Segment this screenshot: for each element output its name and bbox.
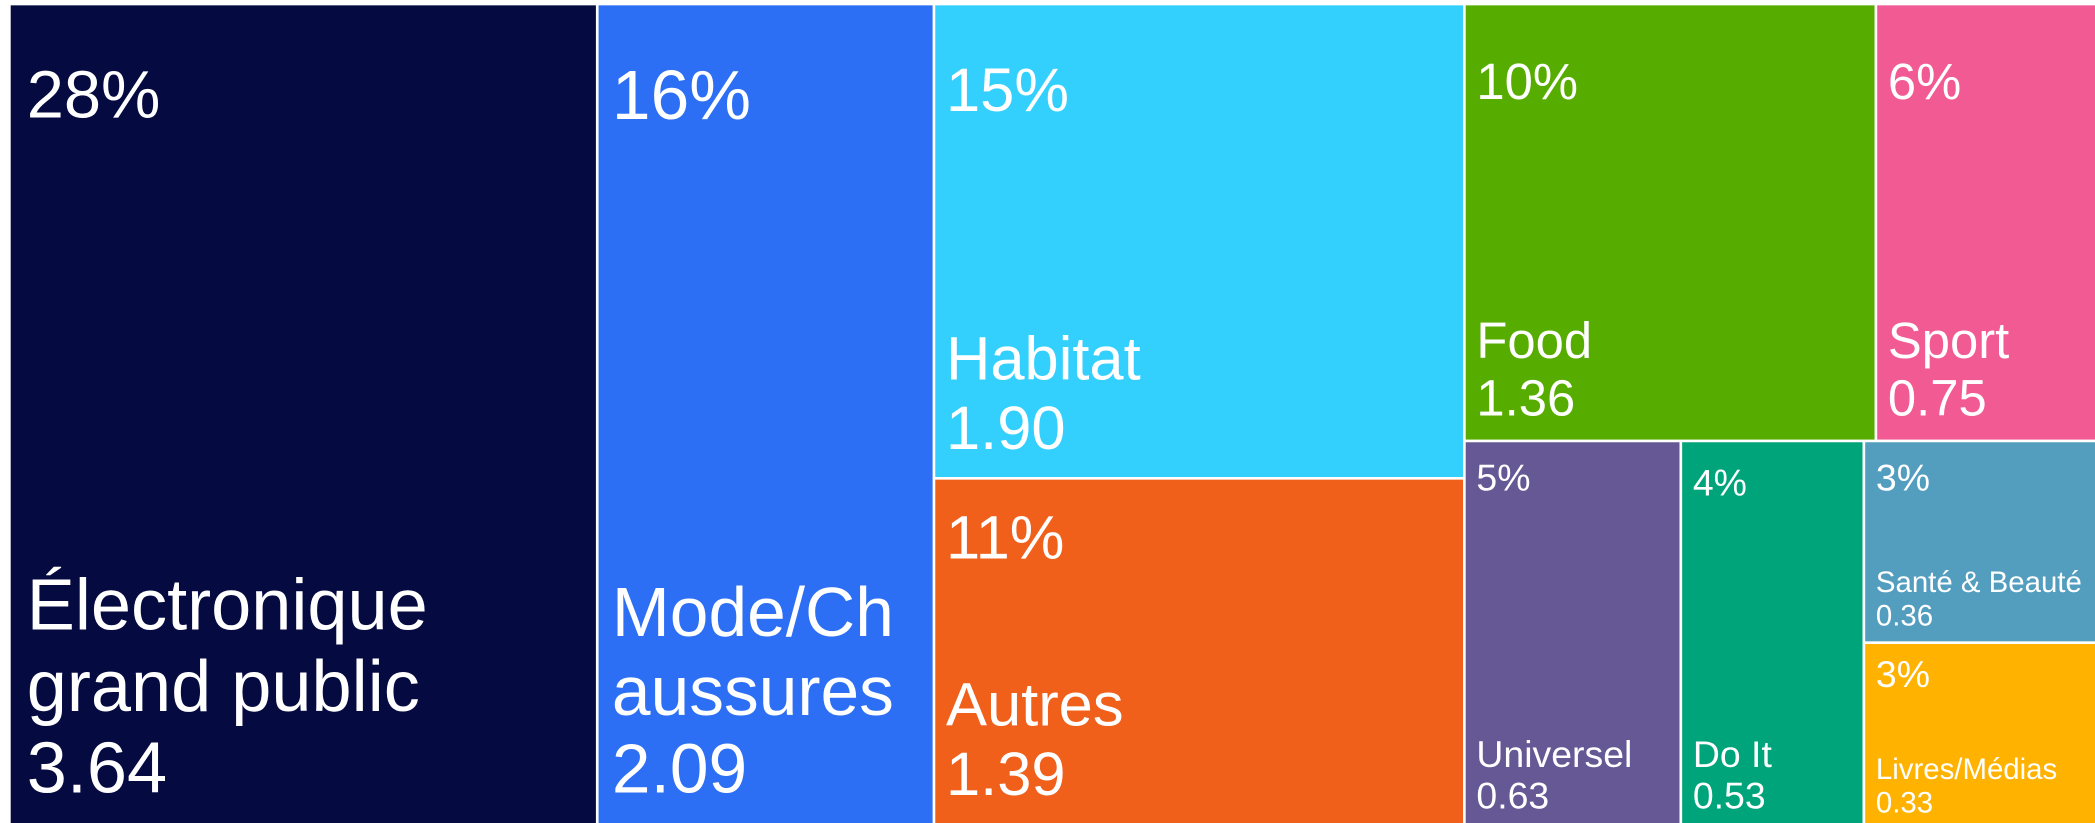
tile: 10% Food 1.36 bbox=[1465, 5, 1875, 440]
value-label: 1.39 bbox=[945, 738, 1066, 809]
tile-label: Habitat 1.90 bbox=[945, 323, 1455, 464]
tile-label: Électronique grand public 3.64 bbox=[27, 565, 588, 810]
category-label: Habitat bbox=[945, 323, 1141, 393]
category-label: Sport bbox=[1887, 314, 2010, 371]
percent-label: 11% bbox=[945, 502, 1065, 572]
tile-label: Sport 0.75 bbox=[1888, 314, 2087, 429]
tile-label: Santé & Beauté 0.36 bbox=[1875, 565, 2087, 633]
value-label: 0.33 bbox=[1875, 785, 1934, 820]
category-label: Santé & Beauté bbox=[1875, 565, 2082, 599]
category-label: Do It bbox=[1692, 733, 1772, 775]
tile: 16% Mode/Chaussures 2.09 bbox=[598, 5, 933, 823]
percent-label: 5% bbox=[1476, 456, 1531, 499]
tile: 3% Santé & Beauté 0.36 bbox=[1865, 442, 2095, 642]
value-label: 1.36 bbox=[1476, 371, 1576, 428]
tile: 11% Autres 1.39 bbox=[935, 479, 1464, 823]
percent-label: 28% bbox=[26, 57, 161, 133]
category-label: Autres bbox=[945, 669, 1124, 739]
value-label: 2.09 bbox=[611, 731, 748, 809]
value-label: 0.63 bbox=[1476, 775, 1550, 817]
tile: 3% Livres/Médias 0.33 bbox=[1865, 644, 2095, 823]
tile-label: Do It 0.53 bbox=[1693, 733, 1855, 818]
percent-label: 3% bbox=[1875, 456, 1930, 499]
percent-label: 6% bbox=[1887, 54, 1962, 111]
tile: 6% Sport 0.75 bbox=[1877, 5, 2095, 440]
category-label: Électronique grand public bbox=[26, 565, 428, 727]
value-label: 0.75 bbox=[1887, 371, 1987, 428]
tile: 28% Électronique grand public 3.64 bbox=[10, 5, 596, 823]
tile-label: Universel 0.63 bbox=[1476, 733, 1671, 818]
percent-label: 10% bbox=[1476, 54, 1579, 111]
tile-label: Food 1.36 bbox=[1476, 314, 1866, 429]
percent-label: 3% bbox=[1875, 653, 1930, 695]
tile-label: Livres/Médias 0.33 bbox=[1875, 752, 2087, 820]
percent-label: 15% bbox=[945, 54, 1069, 125]
tile: 4% Do It 0.53 bbox=[1682, 442, 1863, 823]
tile-label: Autres 1.39 bbox=[945, 669, 1455, 810]
category-label: Livres/Médias bbox=[1875, 752, 2058, 787]
tile-label: Mode/Chaussures 2.09 bbox=[612, 574, 925, 809]
percent-label: 16% bbox=[611, 57, 751, 135]
value-label: 3.64 bbox=[26, 728, 168, 809]
value-label: 0.36 bbox=[1875, 598, 1934, 633]
category-label: Mode/Chaussures bbox=[611, 574, 894, 731]
tile: 5% Universel 0.63 bbox=[1465, 442, 1680, 823]
percent-label: 4% bbox=[1692, 462, 1747, 504]
value-label: 1.90 bbox=[945, 392, 1066, 463]
category-label: Food bbox=[1476, 314, 1593, 371]
tile: 15% Habitat 1.90 bbox=[935, 5, 1464, 477]
category-label: Universel bbox=[1476, 733, 1633, 775]
value-label: 0.53 bbox=[1692, 775, 1766, 817]
